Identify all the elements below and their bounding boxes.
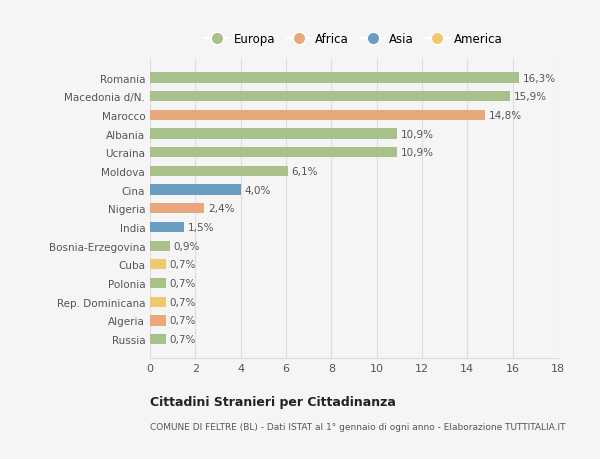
Bar [150, 111, 485, 121]
Bar [150, 167, 288, 177]
Text: 1,5%: 1,5% [187, 223, 214, 232]
Text: 16,3%: 16,3% [523, 73, 556, 84]
Text: 0,7%: 0,7% [169, 334, 196, 344]
Text: 0,9%: 0,9% [174, 241, 200, 251]
Bar [150, 241, 170, 251]
Text: 15,9%: 15,9% [514, 92, 547, 102]
Bar [150, 334, 166, 344]
Text: 0,7%: 0,7% [169, 297, 196, 307]
Bar [150, 278, 166, 289]
Text: Cittadini Stranieri per Cittadinanza: Cittadini Stranieri per Cittadinanza [150, 395, 396, 408]
Text: COMUNE DI FELTRE (BL) - Dati ISTAT al 1° gennaio di ogni anno - Elaborazione TUT: COMUNE DI FELTRE (BL) - Dati ISTAT al 1°… [150, 422, 566, 431]
Bar [150, 185, 241, 196]
Text: 10,9%: 10,9% [400, 129, 433, 139]
Text: 6,1%: 6,1% [292, 167, 318, 177]
Bar [150, 73, 520, 84]
Bar [150, 92, 511, 102]
Text: 0,7%: 0,7% [169, 279, 196, 288]
Bar [150, 148, 397, 158]
Text: 2,4%: 2,4% [208, 204, 234, 214]
Text: 0,7%: 0,7% [169, 260, 196, 270]
Bar [150, 204, 205, 214]
Text: 14,8%: 14,8% [489, 111, 522, 121]
Text: 10,9%: 10,9% [400, 148, 433, 158]
Bar [150, 222, 184, 233]
Bar [150, 260, 166, 270]
Bar [150, 316, 166, 326]
Legend: Europa, Africa, Asia, America: Europa, Africa, Asia, America [202, 30, 506, 50]
Bar [150, 297, 166, 307]
Text: 4,0%: 4,0% [244, 185, 271, 195]
Bar [150, 129, 397, 140]
Text: 0,7%: 0,7% [169, 316, 196, 326]
